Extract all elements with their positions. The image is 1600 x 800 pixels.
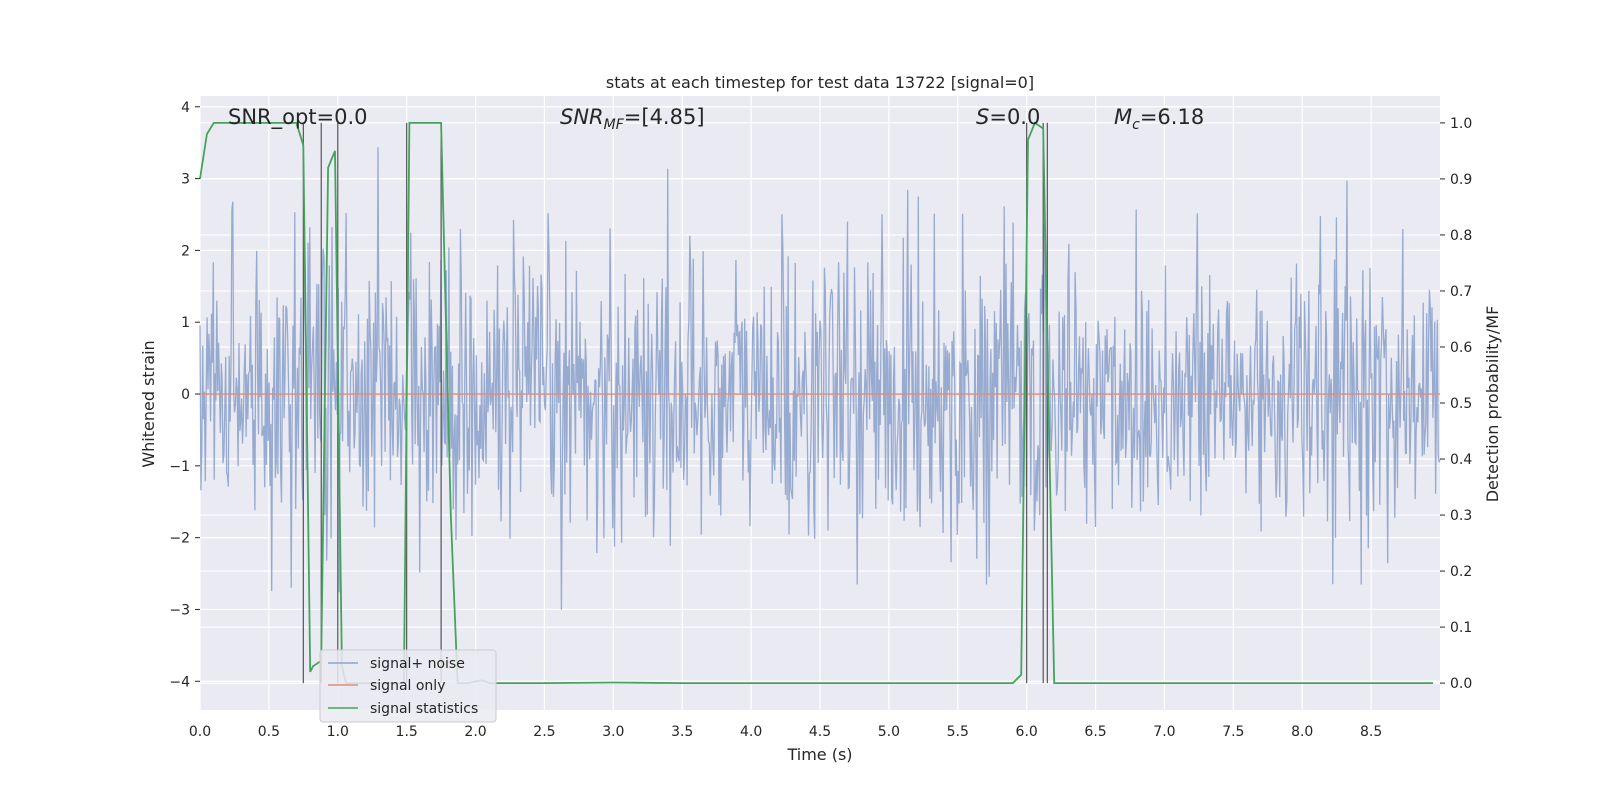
chart-title: stats at each timestep for test data 137… [606,73,1034,92]
annotation-snr-mf: SNRMF=[4.85] [560,105,705,133]
y-tick-label: 4 [181,100,190,116]
legend-label-signal-statistics: signal statistics [370,701,478,717]
y-tick-label: −1 [169,459,190,475]
x-tick-label: 5.0 [878,724,900,740]
y-axis-label: Whitened strain [139,340,158,467]
x-tick-label: 0.0 [189,724,211,740]
y-right-tick-label: 0.7 [1450,284,1472,300]
y-axis-ticks: 4 3 2 1 0 −1 −2 −3 −4 [169,100,200,690]
legend-label-signal-noise: signal+ noise [370,656,465,672]
y-right-tick-label: 0.5 [1450,396,1472,412]
y-tick-label: 2 [181,243,190,259]
x-tick-label: 2.0 [464,724,486,740]
legend-box [319,649,497,723]
x-tick-label: 6.5 [1084,724,1106,740]
x-tick-label: 1.5 [396,724,418,740]
y-right-axis-label: Detection probability/MF [1483,306,1502,503]
x-tick-label: 7.5 [1222,724,1244,740]
x-tick-label: 2.5 [533,724,555,740]
x-tick-label: 4.0 [740,724,762,740]
y-tick-label: 0 [181,387,190,403]
annotation-mc: Mc=6.18 [1114,105,1204,133]
y-right-tick-label: 0.2 [1450,564,1472,580]
y-right-tick-label: 0.1 [1450,620,1472,636]
x-tick-label: 6.0 [1016,724,1038,740]
y-right-tick-label: 0.8 [1450,228,1472,244]
x-axis-label: Time (s) [786,745,852,764]
y-right-tick-label: 0.4 [1450,452,1472,468]
y-right-tick-label: 0.3 [1450,508,1472,524]
y-tick-label: −3 [169,602,190,618]
x-axis-ticks: 0.0 0.5 1.0 1.5 2.0 2.5 3.0 3.5 4.0 4.5 5.0 5.5 6.0 6… [189,724,1382,740]
legend-label-signal-only: signal only [370,678,445,694]
y-right-tick-label: 0.9 [1450,172,1472,188]
x-tick-label: 5.5 [947,724,969,740]
y-tick-label: 1 [181,315,190,331]
y-tick-label: 3 [181,172,190,188]
x-tick-label: 3.0 [602,724,624,740]
x-tick-label: 8.0 [1291,724,1313,740]
series-signal-statistics [199,121,1434,684]
x-tick-label: 8.5 [1360,724,1382,740]
y-tick-label: −4 [169,674,190,690]
y-right-tick-label: 0.6 [1450,340,1472,356]
x-tick-label: 4.5 [809,724,831,740]
x-tick-label: 0.5 [258,724,280,740]
x-tick-label: 3.5 [671,724,693,740]
annotations: SNR_opt=0.0 SNRMF=[4.85] S=0.0 Mc=6.18 [228,105,1204,133]
y-right-tick-label: 1.0 [1450,116,1472,132]
y-tick-label: −2 [169,531,190,547]
y-right-tick-label: 0.0 [1450,676,1472,692]
signal-statistics-line [199,121,1434,684]
x-tick-label: 1.0 [327,724,349,740]
annotation-snr-opt: SNR_opt=0.0 [228,105,368,130]
legend: signal+ noise signal only signal statist… [319,649,497,723]
annotation-s: S=0.0 [976,105,1040,129]
x-tick-label: 7.0 [1153,724,1175,740]
y-right-axis-ticks: 1.0 0.9 0.8 0.7 0.6 0.5 0.4 0.3 0.2 0.1 0.0 [1440,116,1472,692]
